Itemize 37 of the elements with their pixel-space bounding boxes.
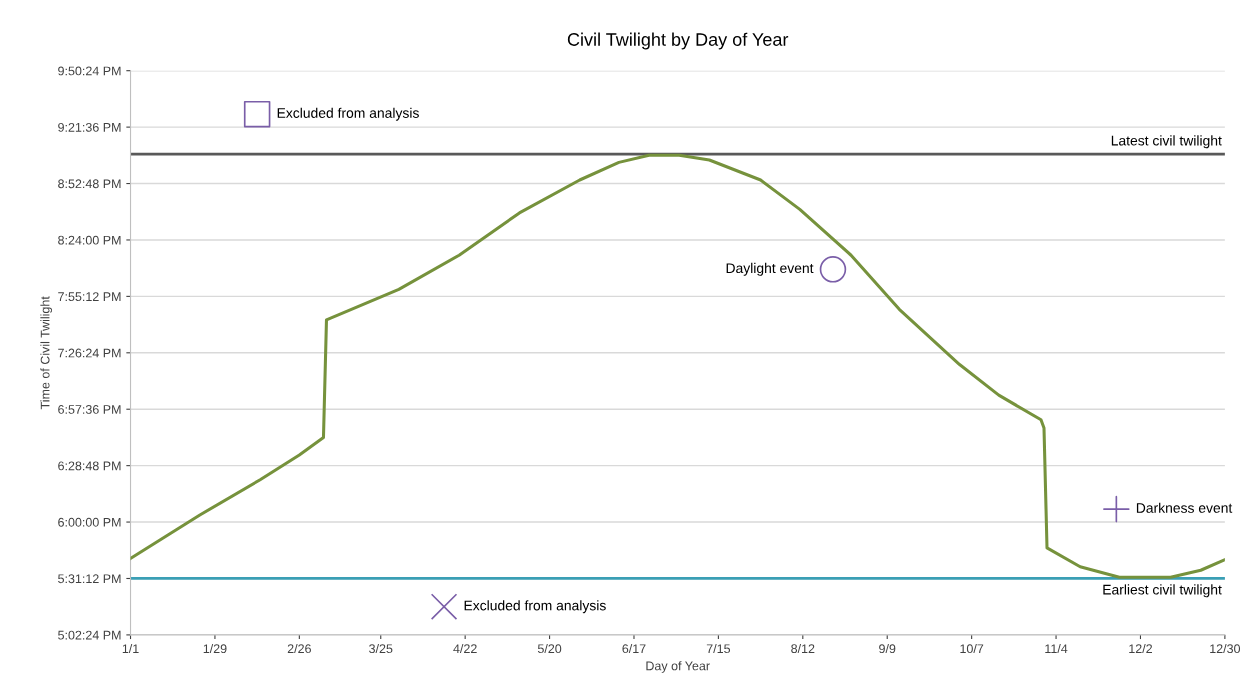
- x-tick-label: 9/9: [879, 643, 896, 654]
- x-tick-label: 10/7: [960, 643, 984, 654]
- y-tick-label: 5:31:12 PM: [58, 574, 121, 584]
- x-tick-label: 12/30: [1210, 643, 1241, 654]
- x-tick-label: 7/15: [706, 643, 731, 654]
- series-label: Excluded from analysis: [277, 107, 419, 121]
- x-tick-label: 12/2: [1129, 643, 1152, 654]
- x-tick-label: 6/17: [622, 643, 646, 654]
- y-tick-label: 6:57:36 PM: [58, 405, 121, 414]
- ref-line-label: Earliest civil twilight: [1103, 584, 1222, 598]
- point: [819, 256, 847, 283]
- y-tick-label: 9:21:36 PM: [58, 122, 121, 132]
- ref-line-label: Latest civil twilight: [1111, 135, 1222, 149]
- y-tick-label: 5:02:24 PM: [58, 630, 121, 640]
- y-tick-label: 9:50:24 PM: [58, 66, 121, 76]
- x-tick-label: 5/20: [537, 643, 562, 654]
- x-tick-label: 11/4: [1045, 643, 1068, 654]
- x-tick-label: 1/29: [203, 643, 227, 654]
- y-tick-label: 8:24:00 PM: [58, 235, 121, 245]
- y-tick-label: 7:26:24 PM: [58, 348, 121, 358]
- x-tick-label: 2/26: [287, 643, 311, 654]
- series-label: Daylight event: [726, 262, 814, 276]
- y-tick-label: 8:52:48 PM: [58, 179, 121, 189]
- series-label: Darkness event: [1136, 502, 1233, 513]
- x-axis-title: Day of Year: [646, 661, 710, 673]
- y-axis-title: Time of Civil Twilight: [40, 296, 53, 410]
- point: [1103, 495, 1130, 523]
- y-tick-label: 6:28:48 PM: [58, 461, 121, 471]
- y-tick-label: 6:00:00 PM: [58, 517, 121, 527]
- point: [430, 593, 458, 620]
- x-tick-label: 8/12: [791, 643, 815, 654]
- x-tick-label: 4/22: [453, 643, 477, 654]
- chart-title: Civil Twilight by Day of Year: [567, 32, 789, 50]
- x-tick-label: 3/25: [369, 643, 393, 654]
- series-label: Excluded from analysis: [464, 600, 606, 614]
- x-tick-label: 1/1: [122, 643, 139, 654]
- y-tick-label: 7:55:12 PM: [58, 292, 121, 302]
